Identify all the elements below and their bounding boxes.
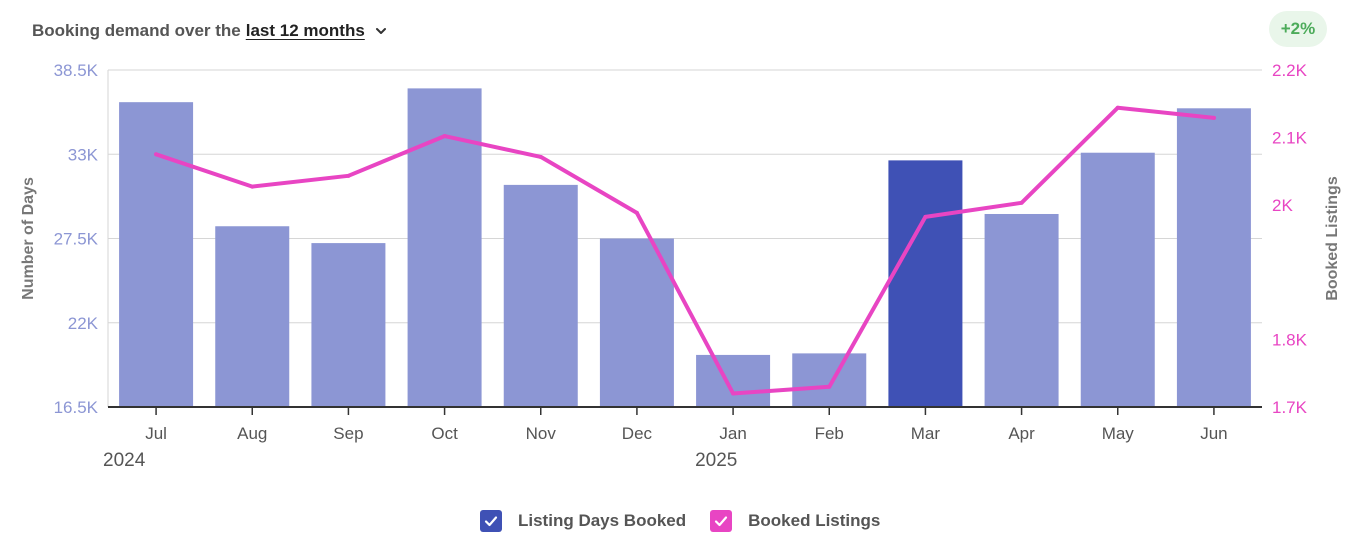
chart-header: Booking demand over the last 12 months xyxy=(32,18,387,44)
year-label: 2025 xyxy=(695,450,737,471)
line-series-booked-listings xyxy=(154,105,1216,396)
y-tick-label: 22K xyxy=(68,314,99,333)
x-tick-label-sep: Sep xyxy=(333,424,363,443)
line-point-jun xyxy=(1211,115,1216,120)
y2-tick-label: 2.1K xyxy=(1272,128,1308,147)
x-tick-label-dec: Dec xyxy=(622,424,653,443)
bar-jan xyxy=(696,354,771,407)
period-dropdown[interactable]: last 12 months xyxy=(245,21,365,40)
legend-item-listing-days-booked[interactable]: Listing Days Booked xyxy=(480,510,686,532)
line-point-oct xyxy=(442,134,447,139)
change-badge: +2% xyxy=(1269,11,1327,47)
bar-feb xyxy=(792,353,867,407)
year-label: 2024 xyxy=(103,450,146,471)
checkmark-icon xyxy=(484,516,498,527)
y2-tick-label: 2.2K xyxy=(1272,61,1308,80)
line-point-jan xyxy=(731,391,736,396)
x-tick-label-mar: Mar xyxy=(911,424,941,443)
checkmark-icon xyxy=(715,516,728,527)
bar-aug xyxy=(215,226,290,407)
x-tick-label-jun: Jun xyxy=(1200,424,1227,443)
x-tick-label-feb: Feb xyxy=(815,424,844,443)
x-tick-label-oct: Oct xyxy=(431,424,458,443)
line-point-apr xyxy=(1019,200,1024,205)
line-point-aug xyxy=(250,184,255,189)
bar-dec xyxy=(599,238,674,407)
x-tick-label-jan: Jan xyxy=(719,424,746,443)
line-point-may xyxy=(1115,105,1120,110)
legend-item-booked-listings[interactable]: Booked Listings xyxy=(710,510,880,532)
bar-may xyxy=(1080,152,1155,407)
line-point-jul xyxy=(154,152,159,157)
legend-label-booked-listings: Booked Listings xyxy=(748,511,881,530)
y-tick-label: 16.5K xyxy=(54,398,99,417)
x-tick-label-apr: Apr xyxy=(1008,424,1035,443)
y-axis-title: Number of Days xyxy=(20,177,37,300)
bar-jul xyxy=(119,102,194,407)
line-point-mar xyxy=(923,214,928,219)
x-tick-label-aug: Aug xyxy=(237,424,267,443)
y-tick-label: 38.5K xyxy=(54,61,99,80)
line-point-sep xyxy=(346,173,351,178)
line-point-dec xyxy=(634,210,639,215)
bar-nov xyxy=(503,184,578,407)
x-tick-label-may: May xyxy=(1102,424,1135,443)
y2-tick-label: 1.8K xyxy=(1272,331,1308,350)
legend-checkbox-booked-listings[interactable] xyxy=(710,510,733,532)
y-tick-label: 27.5K xyxy=(54,230,99,249)
x-tick-label-nov: Nov xyxy=(526,424,557,443)
legend-checkbox-listing-days-booked[interactable] xyxy=(480,510,502,532)
y2-tick-label: 2K xyxy=(1272,196,1293,215)
bar-apr xyxy=(984,213,1059,407)
y2-tick-label: 1.7K xyxy=(1272,398,1308,417)
bar-mar xyxy=(888,160,963,407)
x-tick-label-jul: Jul xyxy=(145,424,167,443)
legend-label-listing-days-booked: Listing Days Booked xyxy=(518,511,687,530)
bar-jun xyxy=(1176,108,1251,407)
chevron-down-icon[interactable] xyxy=(375,25,387,37)
line-point-feb xyxy=(827,384,832,389)
line-point-nov xyxy=(538,154,543,159)
chart-title: Booking demand over the xyxy=(32,21,241,40)
bar-sep xyxy=(311,243,386,407)
y-tick-label: 33K xyxy=(68,145,99,164)
chart-legend: Listing Days Booked Booked Listings xyxy=(480,508,880,534)
y2-axis-title: Booked Listings xyxy=(1324,176,1341,301)
